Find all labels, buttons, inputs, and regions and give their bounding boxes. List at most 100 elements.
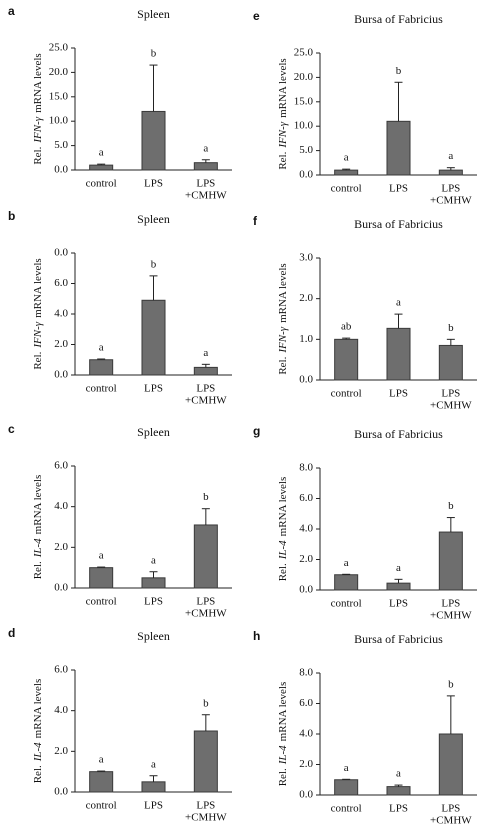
chart-panel: a Spleen Rel. IFN-γ mRNA levels 0.0 5.0 10.0 15.… [8, 4, 232, 202]
significance-letter: b [151, 258, 157, 270]
y-tick-label: 2.0 [54, 338, 68, 350]
bar [193, 524, 218, 589]
y-axis-label-part: IFN-γ [277, 121, 289, 148]
y-tick-label: 0.0 [54, 164, 68, 176]
significance-letter: a [344, 762, 349, 774]
y-tick-label: 2.0 [299, 553, 313, 565]
x-tick-label: LPS [144, 383, 163, 395]
panel-letter: f [253, 214, 258, 228]
bar [193, 366, 218, 376]
y-tick-label: 25.0 [49, 42, 69, 54]
y-axis-label-part: mRNA levels [32, 475, 44, 535]
y-tick-label: 8.0 [299, 667, 313, 679]
bar [89, 567, 114, 589]
chart-title: Bursa of Fabricius [354, 632, 443, 646]
y-tick-label: 0.0 [54, 369, 68, 381]
y-tick-label: 0.0 [54, 247, 68, 259]
chart-title: Bursa of Fabricius [354, 427, 443, 441]
chart-title: Spleen [137, 7, 170, 21]
y-axis-label-part: mRNA levels [277, 477, 289, 537]
bar [193, 730, 218, 793]
significance-letter: a [203, 347, 208, 359]
y-tick-label: 6.0 [299, 697, 313, 709]
bar [141, 781, 166, 793]
y-tick-label: 8.0 [299, 462, 313, 474]
chart-panel: g Bursa of Fabricius Rel. IL-4 mRNA levels 0.… [253, 424, 477, 622]
significance-letter: b [203, 697, 209, 709]
x-tick-label: +CMHW [185, 608, 227, 620]
y-tick-label: 0.0 [299, 789, 313, 801]
bar [438, 344, 463, 381]
y-axis-label-part: Rel. [32, 351, 44, 369]
significance-letter: a [396, 297, 401, 309]
x-tick-label: LPS [389, 803, 408, 815]
panel-letter: d [8, 626, 15, 640]
y-axis-label-part: mRNA levels [277, 58, 289, 118]
y-axis-label-part: mRNA levels [32, 258, 44, 318]
y-tick-label: 5.0 [54, 139, 68, 151]
x-tick-label: control [86, 596, 117, 608]
y-tick-label: 25.0 [294, 47, 314, 59]
y-tick-label: 5.0 [299, 144, 313, 156]
x-tick-label: LPS [144, 178, 163, 190]
chart-panel: e Bursa of Fabricius Rel. IFN-γ mRNA levels 0… [253, 9, 477, 207]
y-tick-label: 6.0 [299, 492, 313, 504]
significance-letter: a [99, 342, 104, 354]
panel-letter: c [8, 422, 15, 436]
panel-letter: e [253, 9, 260, 23]
y-axis-label-part: Rel. [277, 768, 289, 786]
y-tick-label: 1.0 [299, 333, 313, 345]
x-tick-label: control [86, 383, 117, 395]
x-tick-label: control [331, 183, 362, 195]
chart-panel: h Bursa of Fabricius Rel. IL-4 mRNA levels 0.… [253, 629, 477, 827]
y-axis-label: Rel. IL-4 mRNA levels [32, 679, 44, 784]
y-axis-label-part: IL-4 [32, 742, 44, 762]
panel-letter: b [8, 209, 15, 223]
y-tick-label: 4.0 [299, 523, 313, 535]
x-tick-label: LPS [441, 598, 460, 610]
bar [438, 733, 463, 796]
significance-letter: a [151, 554, 156, 566]
panel-letter: h [253, 629, 260, 643]
y-tick-label: 2.0 [54, 541, 68, 553]
significance-letter: a [99, 147, 104, 159]
y-tick-label: 0.0 [299, 374, 313, 386]
significance-letter: a [396, 768, 401, 780]
y-tick-label: 10.0 [294, 120, 314, 132]
x-tick-label: LPS [144, 596, 163, 608]
bar [386, 120, 411, 176]
x-tick-label: LPS [389, 183, 408, 195]
bar [141, 577, 166, 589]
y-axis-label: Rel. IL-4 mRNA levels [277, 682, 289, 787]
y-tick-label: 2.0 [299, 758, 313, 770]
chart-title: Spleen [137, 629, 170, 643]
x-tick-label: LPS [389, 598, 408, 610]
bar [89, 164, 114, 171]
x-tick-label: +CMHW [430, 195, 472, 207]
y-tick-label: 3.0 [299, 252, 313, 264]
y-tick-label: 0.0 [299, 169, 313, 181]
significance-letter: a [99, 754, 104, 766]
y-axis-label-part: mRNA levels [32, 53, 44, 113]
bar [334, 779, 359, 796]
significance-letter: a [151, 758, 156, 770]
bar [386, 327, 411, 381]
bar [334, 169, 359, 176]
y-tick-label: 2.0 [54, 745, 68, 757]
significance-letter: b [151, 48, 157, 60]
bar [89, 359, 114, 376]
chart-title: Bursa of Fabricius [354, 217, 443, 231]
chart-title: Bursa of Fabricius [354, 12, 443, 26]
y-axis-label-part: Rel. [32, 765, 44, 783]
x-tick-label: +CMHW [430, 815, 472, 827]
x-tick-label: control [86, 178, 117, 190]
y-tick-label: 0.0 [54, 786, 68, 798]
y-axis-label: Rel. IFN-γ mRNA levels [32, 258, 44, 369]
y-axis-label-part: IFN-γ [32, 321, 44, 348]
significance-letter: b [448, 678, 454, 690]
y-axis-label-part: IFN-γ [32, 116, 44, 143]
y-tick-label: 4.0 [54, 704, 68, 716]
y-axis-label-part: mRNA levels [277, 682, 289, 742]
x-tick-label: LPS [389, 388, 408, 400]
x-tick-label: +CMHW [185, 190, 227, 202]
